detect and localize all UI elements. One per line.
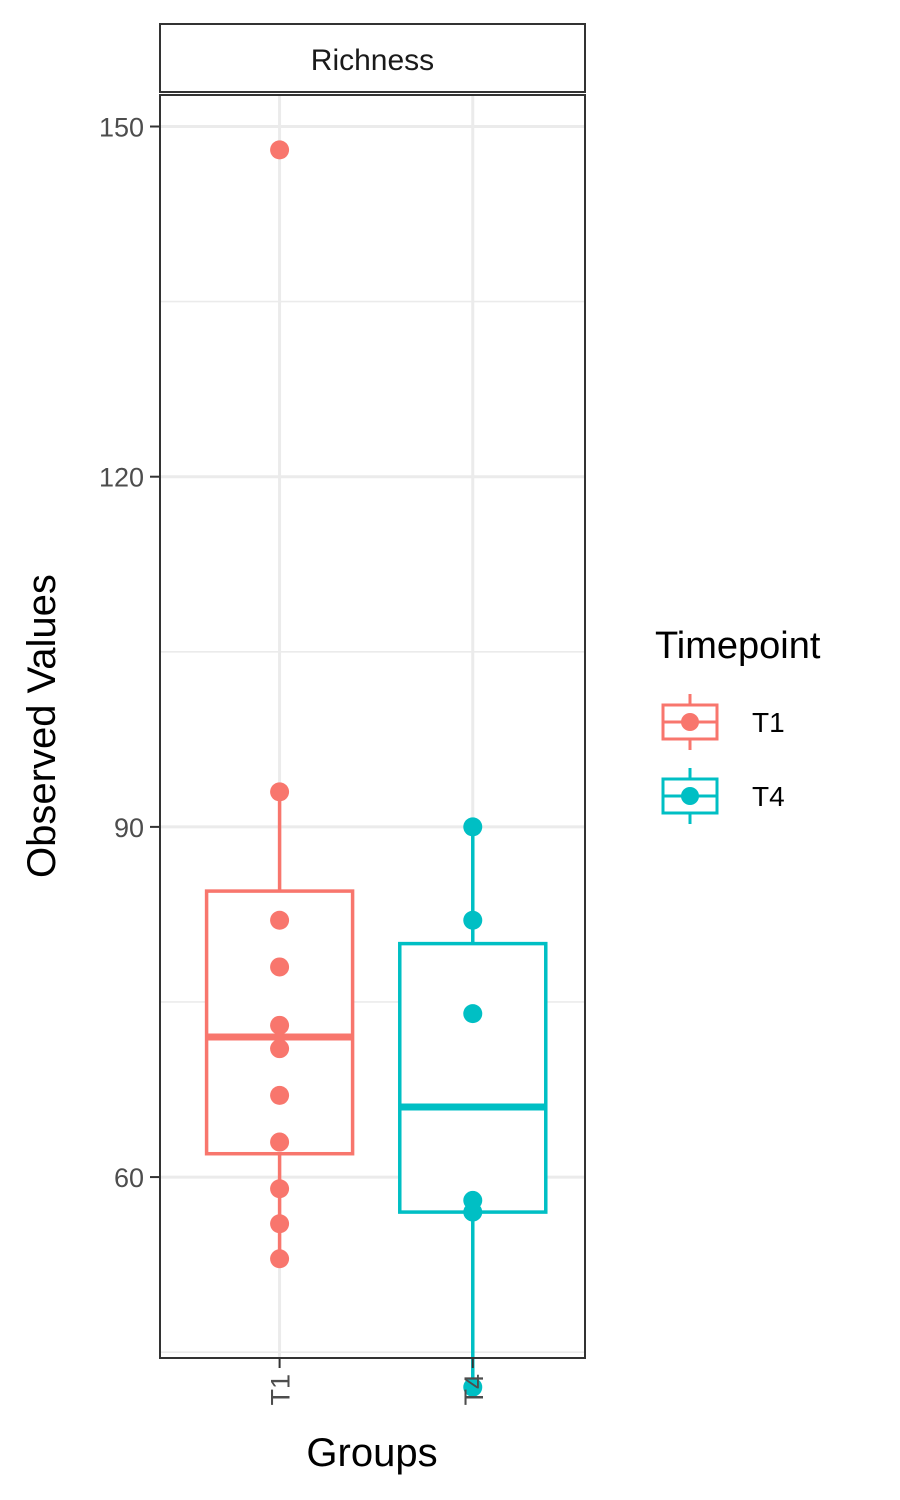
legend-label: T1 bbox=[752, 707, 785, 738]
box-t1 bbox=[204, 791, 355, 1259]
facet-strip bbox=[159, 23, 586, 93]
x-tick-label: T1 bbox=[266, 1374, 296, 1406]
y-tick-label: 60 bbox=[114, 1163, 144, 1193]
y-tick-label: 120 bbox=[99, 463, 144, 493]
data-point-t1 bbox=[270, 957, 290, 977]
legend: T1 T4 bbox=[661, 694, 785, 824]
data-point-t4 bbox=[463, 817, 483, 837]
y-tick-label: 90 bbox=[114, 813, 144, 843]
y-tick-label: 150 bbox=[99, 113, 144, 143]
facet-title: Richness bbox=[311, 44, 434, 77]
data-point-t1 bbox=[270, 910, 290, 930]
x-tick-label: T4 bbox=[459, 1374, 489, 1406]
data-point-t1 bbox=[270, 1214, 290, 1234]
data-point-t4 bbox=[463, 1377, 483, 1397]
data-point-t4 bbox=[463, 910, 483, 930]
data-point-t1 bbox=[270, 1085, 290, 1105]
legend-key-point bbox=[681, 787, 699, 805]
data-point-t1 bbox=[270, 1015, 290, 1035]
legend-key-t4 bbox=[661, 768, 719, 824]
plot-panel-border bbox=[159, 94, 586, 1359]
y-axis: 60 90 120 150 bbox=[99, 113, 160, 1193]
y-axis-title: Observed Values bbox=[20, 574, 64, 878]
data-point-t4 bbox=[463, 1004, 483, 1024]
data-point-t1 bbox=[270, 140, 290, 160]
data-point-t1 bbox=[270, 1249, 290, 1269]
data-point-t1 bbox=[270, 782, 290, 802]
x-axis-title: Groups bbox=[306, 1431, 437, 1475]
legend-label: T4 bbox=[752, 781, 785, 812]
x-axis: T1 T4 bbox=[266, 1358, 489, 1406]
data-point-t1 bbox=[270, 1132, 290, 1152]
legend-key-point bbox=[681, 713, 699, 731]
box-iqr bbox=[398, 941, 548, 1214]
data-point-t4 bbox=[463, 1202, 483, 1222]
legend-key-t1 bbox=[661, 694, 719, 750]
points-layer bbox=[270, 140, 483, 1397]
data-point-t1 bbox=[270, 1179, 290, 1199]
legend-title: Timepoint bbox=[655, 625, 821, 667]
boxes-layer bbox=[204, 791, 548, 1388]
box-t4 bbox=[398, 826, 548, 1388]
data-point-t1 bbox=[270, 1039, 290, 1059]
